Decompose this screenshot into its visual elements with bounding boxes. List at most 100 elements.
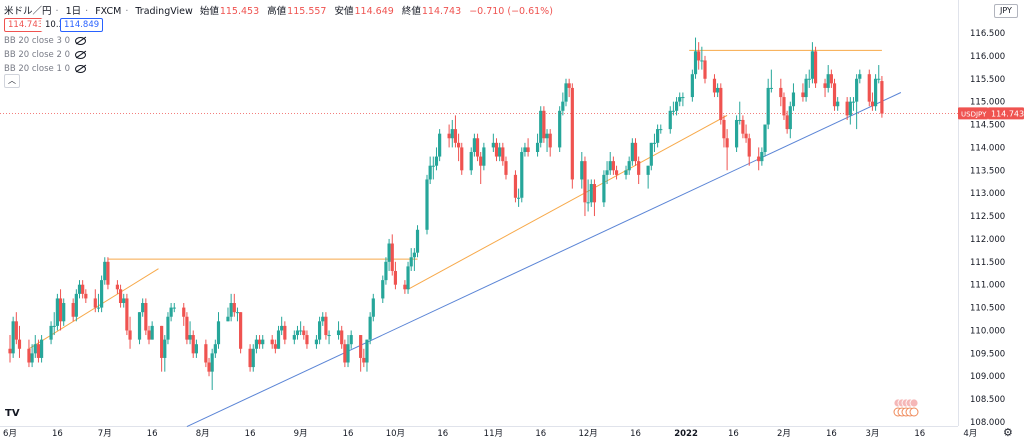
candle-body: [8, 348, 12, 354]
x-tick-label: 16: [728, 429, 739, 439]
candle-body: [450, 129, 454, 139]
candle-body: [712, 78, 717, 93]
indicator-legend-item[interactable]: BB 20 close 1 0: [4, 64, 86, 74]
candle-body: [172, 307, 176, 309]
trendline: [407, 114, 728, 290]
candle-body: [52, 325, 56, 327]
candle-body: [659, 129, 663, 131]
candle-body: [592, 184, 597, 203]
candles: [8, 37, 884, 390]
x-tick-label: 9月: [294, 429, 308, 439]
low-value: 114.649: [354, 6, 394, 17]
candle-body: [292, 335, 296, 340]
candle-body: [823, 83, 827, 88]
candle-body: [561, 101, 565, 111]
candle-body: [520, 151, 524, 198]
candle-body: [700, 60, 704, 62]
candle-body: [62, 303, 66, 322]
candle-body: [526, 147, 530, 152]
candle-body: [141, 303, 145, 313]
candle-body: [314, 339, 319, 345]
buy-price-button[interactable]: 114.849: [60, 18, 104, 32]
x-tick-label: 6月: [3, 429, 17, 439]
candle-body: [693, 51, 698, 75]
candle-body: [646, 165, 650, 175]
candle-body: [630, 142, 634, 162]
candle-body: [343, 344, 347, 363]
indicator-legend-item[interactable]: BB 20 close 3 0: [4, 36, 86, 46]
candle-body: [807, 78, 811, 80]
candle-body: [760, 151, 764, 162]
indicator-label: BB 20 close 3 0: [4, 36, 70, 46]
candle-body: [877, 78, 881, 80]
candle-body: [403, 284, 407, 290]
candle-body: [498, 147, 502, 157]
candle-body: [523, 147, 527, 152]
candle-body: [535, 142, 540, 152]
candle-body: [719, 87, 723, 120]
currency-button[interactable]: JPY: [994, 4, 1018, 18]
x-tick-label: 11月: [484, 429, 503, 439]
candle-body: [160, 325, 164, 358]
candle-body: [810, 51, 815, 79]
candle-body: [697, 51, 701, 61]
x-tick-label: 10月: [386, 429, 405, 439]
candle-body: [295, 330, 300, 336]
last-price-label-bg: [988, 107, 1024, 120]
exchange: FXCM: [95, 6, 122, 17]
candle-body: [122, 298, 126, 304]
x-tick-label: 16: [147, 429, 158, 439]
candle-body: [100, 280, 104, 308]
symbol-name[interactable]: 米ドル／円: [4, 6, 52, 17]
candle-body: [472, 138, 476, 152]
candle-body: [703, 60, 707, 79]
candle-body: [548, 133, 552, 148]
candle-body: [30, 353, 34, 363]
candle-body: [690, 74, 694, 98]
candle-body: [194, 344, 198, 354]
candle-body: [406, 266, 410, 290]
eye-hidden-icon[interactable]: [75, 50, 86, 59]
eye-hidden-icon[interactable]: [75, 36, 86, 45]
logo[interactable]: TV: [5, 408, 20, 419]
open-label: 始値: [199, 6, 219, 17]
x-tick-label: 8月: [196, 429, 210, 439]
candle-body: [169, 307, 173, 317]
candle-body: [788, 106, 792, 130]
chevron-up-icon[interactable]: ︿: [4, 74, 20, 88]
price-axis: [958, 0, 1024, 439]
candle-body: [608, 161, 612, 171]
candle-body: [769, 87, 773, 89]
candle-body: [254, 339, 259, 349]
candle-body: [185, 316, 189, 340]
eye-hidden-icon[interactable]: [75, 64, 86, 73]
y-tick-label: 115.000: [970, 98, 1005, 108]
candle-body: [482, 147, 486, 166]
candle-body: [851, 101, 856, 103]
candle-body: [207, 362, 211, 372]
candle-body: [558, 110, 562, 148]
candle-body: [36, 344, 41, 358]
candle-body: [671, 110, 676, 112]
y-tick-label: 110.000: [970, 326, 1005, 336]
candle-body: [624, 170, 628, 175]
candle-body: [147, 330, 151, 340]
candle-body: [96, 307, 101, 309]
candle-body: [340, 330, 344, 345]
interval[interactable]: 1日: [65, 6, 82, 17]
candle-body: [270, 339, 274, 345]
candle-body: [763, 124, 767, 152]
candle-body: [229, 303, 233, 317]
candle-body: [39, 339, 44, 358]
candle-body: [460, 147, 464, 171]
y-tick-label: 108.500: [970, 395, 1005, 405]
candle-body: [744, 133, 748, 139]
candle-body: [766, 87, 770, 125]
candle-body: [77, 284, 82, 294]
candle-body: [870, 101, 875, 107]
indicator-legend-item[interactable]: BB 20 close 2 0: [4, 50, 86, 60]
candle-body: [855, 78, 859, 102]
gear-icon[interactable]: ⚙: [1003, 426, 1013, 439]
candle-body: [649, 142, 653, 166]
